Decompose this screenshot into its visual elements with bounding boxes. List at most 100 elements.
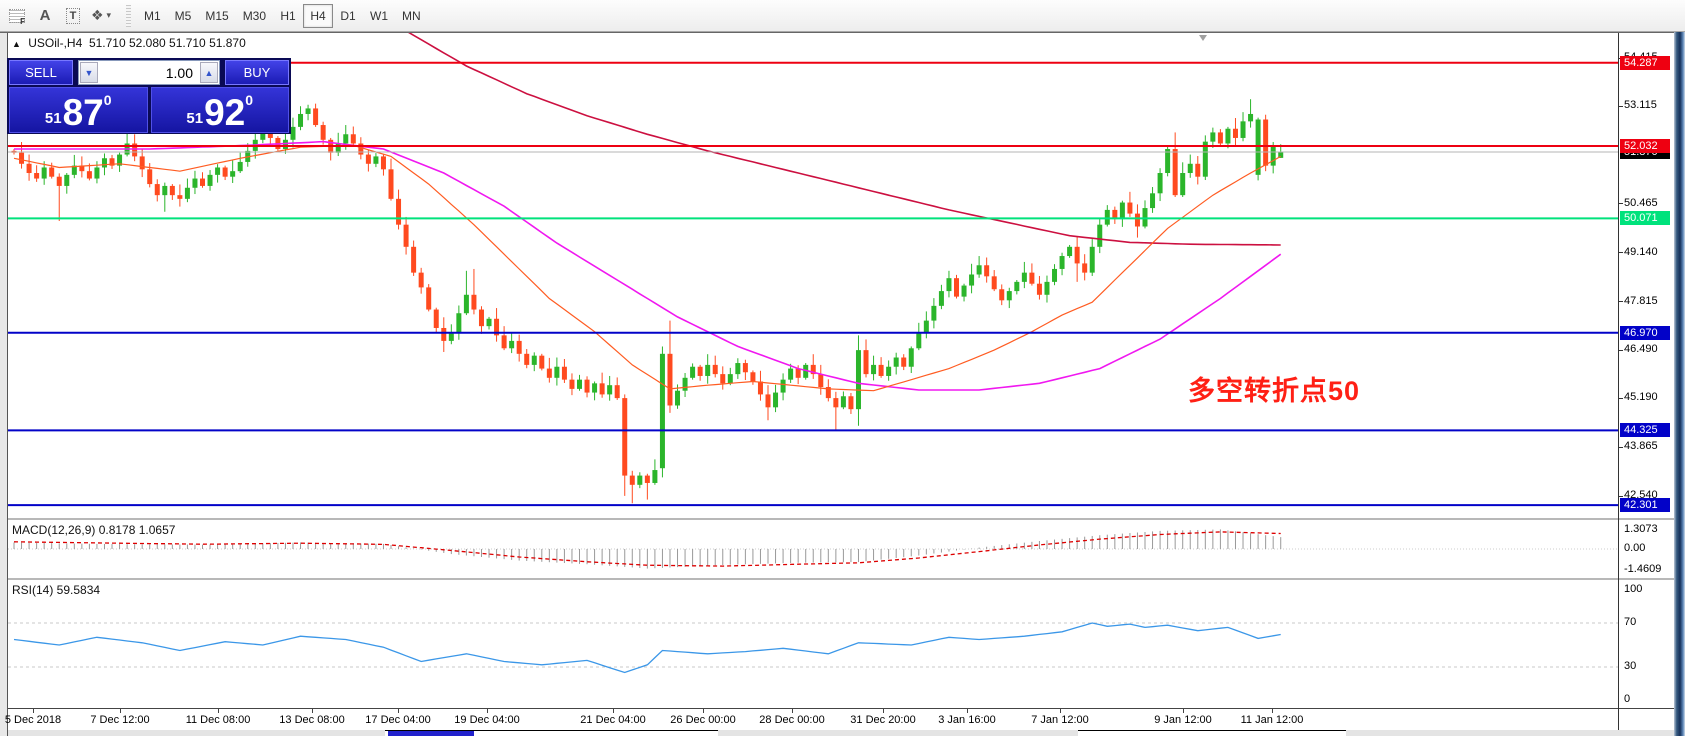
candle [169,185,175,196]
timeframe-bar: M1 M5 M15 M30 H1 H4 D1 W1 MN [137,3,428,28]
chart-shift-marker-icon[interactable] [1199,35,1207,41]
bottom-windows-strip [8,730,1674,736]
macd-signal-line[interactable] [13,531,1281,567]
price-badge-42.301: 42.301 [1620,498,1670,513]
timeframe-button-m30[interactable]: M30 [236,4,273,28]
candle [1044,281,1050,295]
candle [463,294,469,314]
time-tick [967,709,968,713]
candle [1195,163,1201,177]
time-tick [218,709,219,713]
candle [780,379,786,393]
main-chart[interactable] [8,33,1618,518]
window-right-edge [1674,32,1685,736]
candle [1036,283,1042,295]
price-badge-52.032: 52.032 [1620,139,1670,153]
candle [1232,128,1238,138]
candle [403,224,409,247]
candle [298,113,304,127]
candle [1112,209,1118,220]
chart-top-border [0,32,1674,33]
candle [350,134,356,144]
candle [1029,272,1035,284]
toolbar-grip[interactable] [126,4,131,27]
candle [494,318,500,336]
candle [509,340,515,349]
timeframe-button-d1[interactable]: D1 [333,4,363,28]
candle [531,355,537,365]
candle [788,368,794,380]
candle [260,130,266,140]
rsi-line[interactable] [13,622,1281,674]
window-left-edge [0,32,8,736]
buy-button[interactable]: BUY [225,60,289,85]
volume-increase-button[interactable]: ▲ [200,62,218,83]
buy-price-button[interactable]: 51 92 0 [150,87,289,133]
candle [878,364,884,376]
candle [207,174,213,186]
fast-ma[interactable] [13,144,1281,392]
rsi-panel[interactable] [8,580,1618,708]
volume-decrease-button[interactable]: ▼ [80,62,98,83]
candle [139,156,145,170]
macd-axis-label: 0.00 [1624,542,1646,554]
timeframe-button-m15[interactable]: M15 [198,4,235,28]
price-tick [1618,252,1623,254]
text-box-icon[interactable]: T [60,4,86,28]
candle [697,366,703,376]
slow-ma[interactable] [406,33,1281,246]
toolbar: F A T ❖ ▾ M1 M5 M15 M30 H1 H4 D1 W1 MN [0,0,1685,32]
candle [147,169,153,185]
candle [954,278,959,297]
candle [1187,163,1193,174]
candle [742,363,748,373]
timeframe-button-m5[interactable]: M5 [168,4,199,28]
candle [343,134,349,144]
candle [34,173,40,179]
time-label: 21 Dec 04:00 [580,714,646,726]
candle [652,470,658,483]
candle [1142,208,1148,227]
candle [320,125,326,140]
timeframe-button-h1[interactable]: H1 [273,4,303,28]
time-tick [1183,709,1184,713]
timeframe-button-mn[interactable]: MN [395,4,428,28]
symbol-name: USOil-,H4 [28,36,83,50]
timeframe-button-h4[interactable]: H4 [303,3,334,28]
time-tick [613,709,614,713]
candle [1180,173,1186,196]
time-axis[interactable]: 5 Dec 2018 7 Dec 12:00 11 Dec 08:00 13 Dec … [5,708,1674,730]
sell-price-button[interactable]: 51 87 0 [9,87,148,133]
time-tick [33,709,34,713]
candle [267,130,273,138]
macd-panel[interactable] [8,520,1618,578]
candle [132,143,138,157]
time-tick [792,709,793,713]
candle [1119,202,1125,220]
arrow-tools-dropdown[interactable]: ❖ ▾ [88,4,114,28]
text-label-icon[interactable]: A [39,7,51,24]
candle [426,287,432,310]
chart-list-icon[interactable]: F [4,4,30,28]
candle [690,366,696,378]
candle [848,396,854,410]
candle [94,167,100,179]
panel-separator[interactable] [8,518,1674,520]
panel-separator[interactable] [8,578,1674,580]
sell-button[interactable]: SELL [9,60,73,85]
candle [938,291,944,306]
sell-price-sup: 0 [103,92,112,108]
candle [433,309,439,328]
timeframe-button-w1[interactable]: W1 [363,4,395,28]
candle [64,174,70,186]
volume-input[interactable]: 1.00 [165,64,193,81]
macd-label: MACD(12,26,9) 0.8178 1.0657 [12,523,176,537]
candle [682,377,688,391]
price-tick [1618,495,1623,497]
candle [200,178,205,186]
time-label: 28 Dec 00:00 [759,714,825,726]
candle [765,394,771,408]
timeframe-button-m1[interactable]: M1 [137,4,168,28]
candle [592,383,598,393]
